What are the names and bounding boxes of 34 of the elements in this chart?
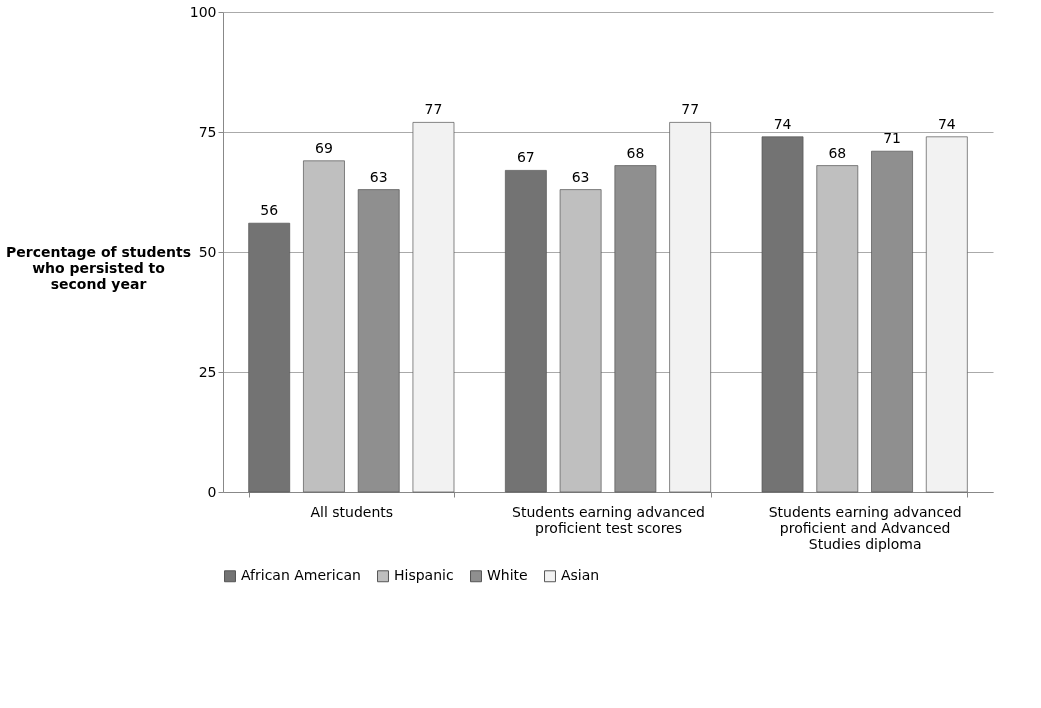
bar <box>761 136 804 493</box>
data-label: 77 <box>424 101 443 118</box>
data-label: 56 <box>260 202 279 219</box>
data-label: 63 <box>369 168 388 185</box>
data-label: 68 <box>828 144 847 161</box>
data-label: 69 <box>315 139 333 156</box>
bar <box>816 165 859 493</box>
legend-label: White <box>487 567 528 584</box>
x-tick-label: Students earning advanced proficient and Advanced Studies diploma <box>768 503 962 552</box>
data-label: 77 <box>681 101 700 118</box>
x-tick-label: All students <box>310 503 394 520</box>
y-tick-label: 50 <box>198 243 217 260</box>
y-tick-label: 0 <box>207 483 217 500</box>
bar <box>925 136 968 493</box>
bar <box>248 222 291 493</box>
legend-label: African American <box>241 567 361 584</box>
data-label: 74 <box>937 115 956 132</box>
data-label: 63 <box>571 168 590 185</box>
legend-label: Hispanic <box>394 567 454 584</box>
bar <box>412 122 455 493</box>
y-tick-label: 25 <box>198 363 217 380</box>
bar <box>559 189 602 493</box>
y-axis-title: Percentage of students who persisted to second year <box>5 243 192 292</box>
bar <box>303 160 345 493</box>
bar <box>669 122 712 493</box>
data-label: 68 <box>626 144 645 161</box>
legend-label: Asian <box>561 567 600 584</box>
y-tick-label: 75 <box>198 123 217 140</box>
data-label: 71 <box>883 130 901 147</box>
data-label: 67 <box>516 149 535 166</box>
bar <box>504 170 547 493</box>
y-tick-label: 100 <box>189 3 217 20</box>
data-label: 74 <box>773 115 792 132</box>
x-tick-label: Students earning advanced proficient test scores <box>512 503 705 536</box>
